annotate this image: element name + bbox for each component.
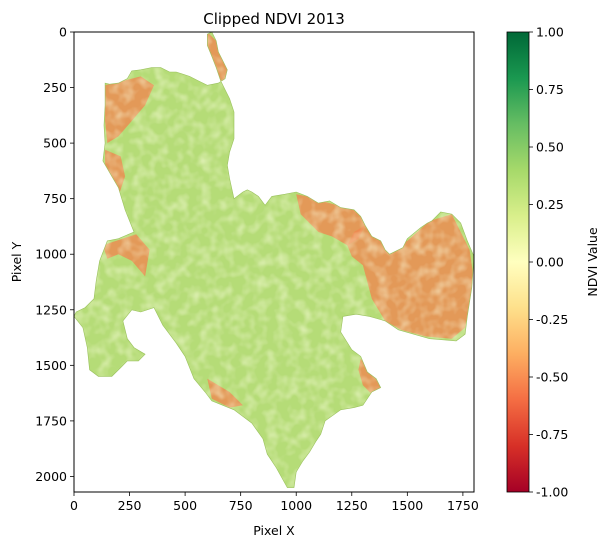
x-tick-label: 0 (70, 498, 78, 513)
colorbar-tick-label: 1.00 (536, 25, 564, 40)
x-tick-label: 1250 (336, 498, 368, 513)
colorbar-ticks: -1.00 -0.75 -0.50 -0.25 0.00 0.25 0.50 0.75 1.00 (529, 25, 568, 500)
x-axis-label: Pixel X (253, 523, 295, 538)
x-tick-label: 1500 (391, 498, 423, 513)
colorbar-label: NDVI Value (585, 227, 600, 297)
colorbar-tick-label: -1.00 (536, 485, 568, 500)
y-tick-label: 1250 (35, 302, 67, 317)
x-tick-label: 1750 (447, 498, 479, 513)
region-outline (73, 31, 475, 488)
y-tick-label: 1750 (35, 413, 67, 428)
colorbar-tick-label: -0.75 (536, 427, 568, 442)
x-tick-label: 250 (118, 498, 142, 513)
y-axis: 0 250 500 750 1000 1250 1500 1750 2000 (35, 25, 74, 484)
y-tick-label: 250 (43, 80, 67, 95)
colorbar: -1.00 -0.75 -0.50 -0.25 0.00 0.25 0.50 0.75 1.00… (506, 25, 600, 500)
x-tick-label: 750 (229, 498, 253, 513)
y-tick-label: 0 (59, 25, 67, 40)
y-tick-label: 750 (43, 191, 67, 206)
colorbar-bar (506, 31, 530, 493)
colorbar-tick-label: -0.25 (536, 312, 568, 327)
colorbar-tick-label: 0.50 (536, 140, 564, 155)
chart-title: Clipped NDVI 2013 (203, 10, 345, 28)
colorbar-tick-label: 0.75 (536, 82, 564, 97)
colorbar-tick-label: 0.25 (536, 197, 564, 212)
x-tick-label: 500 (173, 498, 197, 513)
y-axis-label: Pixel Y (9, 241, 24, 282)
x-tick-label: 1000 (280, 498, 312, 513)
plot-frame (73, 31, 475, 493)
y-tick-label: 1000 (35, 247, 67, 262)
plot-area (73, 31, 475, 493)
colorbar-tick-label: -0.50 (536, 370, 568, 385)
y-tick-label: 500 (43, 136, 67, 151)
colorbar-tick-label: 0.00 (536, 255, 564, 270)
y-tick-label: 2000 (35, 469, 67, 484)
y-tick-label: 1500 (35, 358, 67, 373)
x-axis: 0 250 500 750 1000 1250 1500 1750 (70, 492, 479, 513)
